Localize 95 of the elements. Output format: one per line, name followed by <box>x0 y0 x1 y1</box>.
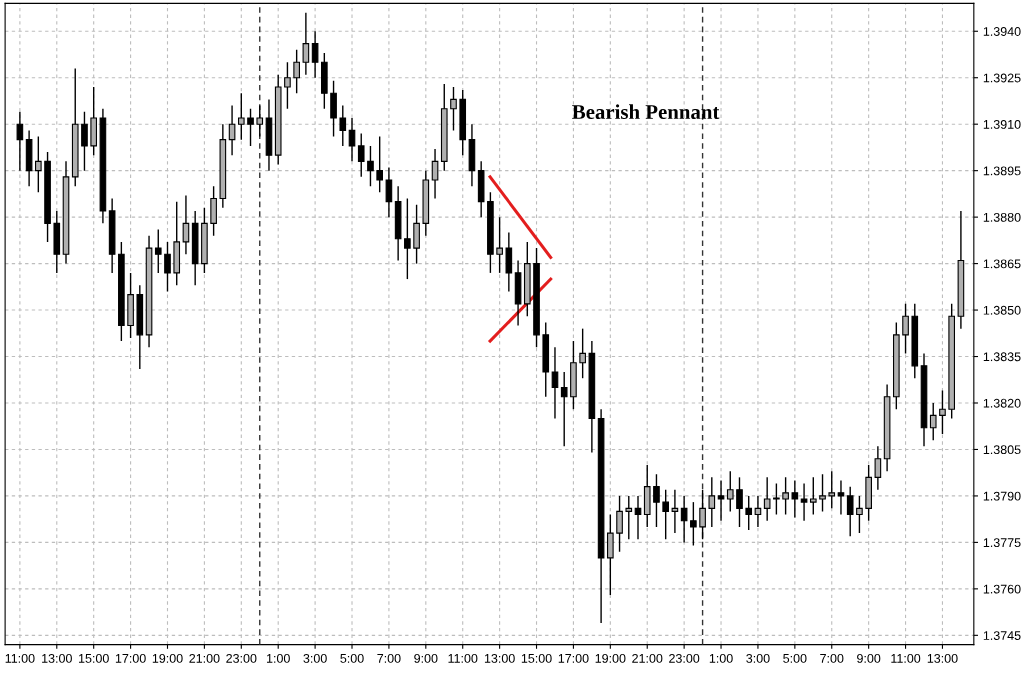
x-tick-label: 13:00 <box>484 653 515 663</box>
candlestick <box>837 479 845 516</box>
candlestick <box>680 495 688 544</box>
candlestick <box>708 476 716 528</box>
candlestick <box>671 489 679 534</box>
x-tick-label: 11:00 <box>5 653 35 663</box>
x-tick-label: 1:00 <box>266 653 290 663</box>
y-tick-label: 1.3835 <box>983 352 1021 362</box>
x-tick-label: 9:00 <box>857 653 881 663</box>
candlestick <box>551 346 559 420</box>
y-tick-label: 1.3910 <box>983 119 1021 129</box>
candlestick <box>846 485 854 537</box>
x-tick-label: 7:00 <box>377 653 401 663</box>
candlestick <box>662 489 670 540</box>
candlestick <box>293 49 300 94</box>
candlestick <box>819 473 826 513</box>
candlestick <box>699 489 706 540</box>
y-tick-label: 1.3760 <box>983 584 1021 594</box>
x-tick-label: 19:00 <box>595 653 626 663</box>
x-tick-label: 19:00 <box>152 653 183 663</box>
candlestick <box>339 104 347 147</box>
x-tick-label: 13:00 <box>42 653 72 663</box>
candlestick <box>35 135 42 194</box>
candlestick <box>653 473 660 528</box>
y-tick-label: 1.3865 <box>983 259 1021 269</box>
candlestick <box>902 303 909 355</box>
y-tick-label: 1.3790 <box>983 491 1021 501</box>
candlestick <box>367 145 374 187</box>
candlestick <box>496 216 503 274</box>
candlestick <box>560 371 568 448</box>
candlestick <box>939 389 946 435</box>
y-tick-label: 1.3925 <box>983 73 1021 83</box>
candlestick <box>579 327 586 379</box>
y-tick-label: 1.3805 <box>983 445 1021 455</box>
x-tick-label: 11:00 <box>891 653 921 663</box>
x-tick-label: 23:00 <box>226 653 257 663</box>
candlestick <box>791 479 799 519</box>
candlestick <box>874 445 882 491</box>
candlestick <box>404 197 411 280</box>
candlestick <box>302 11 310 76</box>
candlestick <box>431 148 439 200</box>
y-tick-label: 1.3895 <box>983 166 1021 176</box>
candlestick <box>828 470 836 510</box>
candlestick <box>450 86 457 132</box>
x-tick-label: 13:00 <box>927 653 958 663</box>
x-tick-label: 1:00 <box>709 653 733 663</box>
candlestick <box>81 111 88 172</box>
candlestick <box>237 92 245 141</box>
x-tick-label: 5:00 <box>783 653 807 663</box>
candlestick <box>782 476 789 516</box>
candlestick <box>164 241 171 293</box>
x-tick-label: 5:00 <box>340 653 364 663</box>
x-tick-label: 21:00 <box>632 653 663 663</box>
candlestick <box>809 476 817 516</box>
candlestick <box>284 61 291 110</box>
candlestick <box>616 495 623 553</box>
candlestick <box>154 228 162 274</box>
y-tick-label: 1.3940 <box>983 27 1021 36</box>
y-tick-label: 1.3880 <box>983 212 1021 222</box>
candlestick <box>357 132 365 178</box>
candlestick <box>800 482 808 522</box>
annotation: Bearish Pennant <box>572 104 720 120</box>
y-tick-label: 1.3775 <box>983 538 1021 548</box>
candlestick <box>16 111 24 172</box>
x-tick-label: 3:00 <box>303 653 327 663</box>
candlestick <box>690 501 697 547</box>
x-tick-label: 11:00 <box>448 653 478 663</box>
candlestick <box>745 495 753 531</box>
x-tick-label: 15:00 <box>521 653 552 663</box>
y-tick-label: 1.3850 <box>983 305 1021 315</box>
candlestick <box>773 482 780 516</box>
candlestick <box>311 30 319 79</box>
candlestick <box>929 402 937 441</box>
candlestick <box>726 470 734 513</box>
candlestick <box>625 495 633 540</box>
candlestick <box>717 479 725 522</box>
x-tick-label: 7:00 <box>820 653 844 663</box>
candlestick <box>376 135 384 194</box>
x-tick-label: 17:00 <box>115 653 146 663</box>
candlestick <box>182 194 190 255</box>
candlestick <box>385 166 393 218</box>
x-tick-label: 9:00 <box>414 653 438 663</box>
x-tick-label: 21:00 <box>189 653 220 663</box>
x-tick-label: 15:00 <box>79 653 109 663</box>
x-tick-label: 3:00 <box>746 653 770 663</box>
x-tick-label: 23:00 <box>669 653 700 663</box>
candlestick <box>247 108 254 147</box>
candlestick <box>736 476 743 528</box>
y-tick-label: 1.3820 <box>983 398 1021 408</box>
x-tick-label: 17:00 <box>558 653 589 663</box>
candlestick <box>763 476 771 522</box>
candlestick <box>348 117 356 163</box>
y-tick-label: 1.3745 <box>983 631 1021 640</box>
candlestick <box>856 495 863 534</box>
candlestick <box>256 104 264 138</box>
